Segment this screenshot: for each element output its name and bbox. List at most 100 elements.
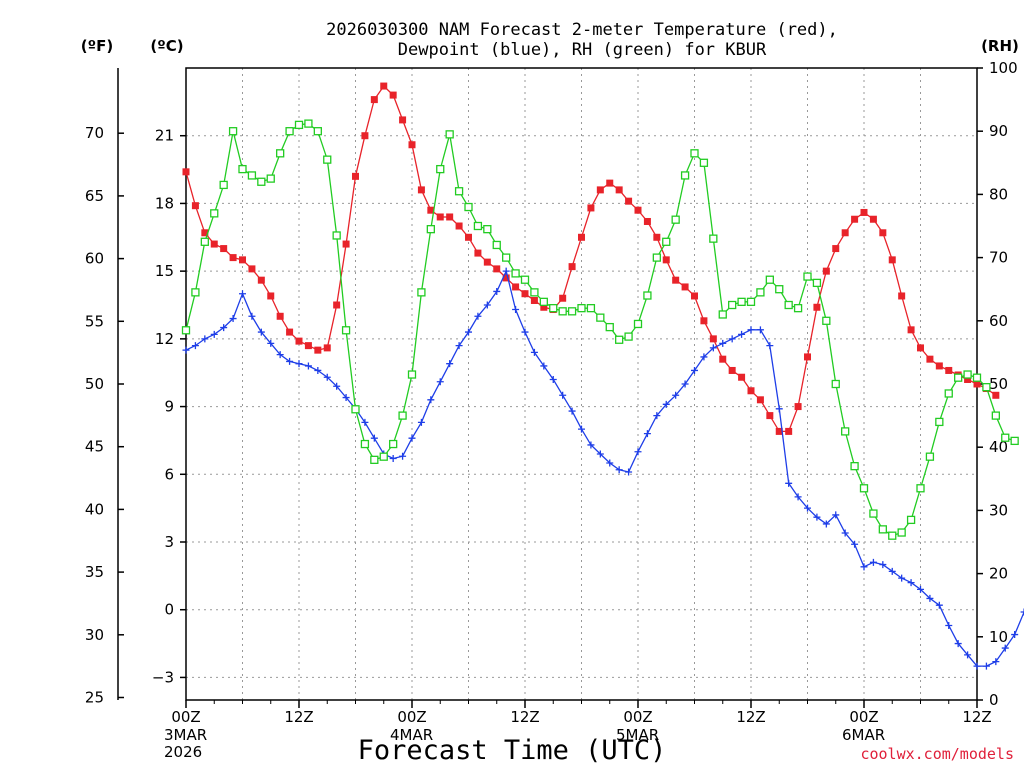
rh-point bbox=[567, 307, 577, 316]
celsius-tick-label: 15 bbox=[155, 262, 174, 280]
data-series bbox=[181, 82, 1024, 670]
dewpoint-point bbox=[1020, 608, 1024, 616]
celsius-tick-label: 12 bbox=[155, 330, 174, 348]
dewpoint-point bbox=[276, 351, 284, 359]
dewpoint-point bbox=[408, 434, 416, 442]
x-tick-label: 12Z bbox=[284, 708, 313, 726]
dewpoint-point bbox=[559, 391, 567, 399]
rh-point bbox=[615, 335, 624, 344]
temperature-point bbox=[945, 366, 953, 374]
rh-point bbox=[285, 127, 294, 136]
dewpoint-point bbox=[512, 306, 520, 314]
dewpoint-point bbox=[342, 394, 350, 402]
rh-point bbox=[304, 119, 313, 128]
rh-point bbox=[831, 379, 840, 389]
temperature-point bbox=[756, 396, 764, 404]
temperature-point bbox=[662, 256, 670, 264]
dewpoint-point bbox=[917, 585, 924, 593]
rh-point bbox=[850, 462, 859, 471]
rh-point bbox=[643, 291, 652, 300]
rh-point bbox=[276, 149, 285, 158]
dewpoint-point bbox=[606, 459, 614, 467]
dewpoint-point bbox=[681, 380, 689, 388]
dewpoint-point bbox=[549, 375, 557, 383]
plot-frame bbox=[185, 67, 978, 701]
temperature-point bbox=[596, 186, 604, 194]
rh-point bbox=[539, 297, 548, 306]
temperature-point bbox=[841, 229, 849, 237]
rh-point bbox=[520, 275, 530, 284]
dewpoint-point bbox=[455, 342, 463, 350]
dewpoint-point bbox=[643, 430, 651, 438]
rh-point bbox=[897, 528, 906, 537]
rh-tick-label: 30 bbox=[989, 501, 1008, 519]
celsius-tick-label: 21 bbox=[155, 127, 174, 145]
temperature-point bbox=[540, 303, 548, 311]
x-tick-label: 12Z bbox=[962, 708, 991, 726]
rh-point bbox=[549, 304, 558, 313]
rh-point bbox=[841, 427, 850, 436]
dewpoint-point bbox=[568, 407, 576, 415]
rh-point bbox=[982, 383, 991, 392]
temperature-point bbox=[709, 335, 717, 343]
rh-point bbox=[662, 237, 671, 246]
celsius-tick-label: 18 bbox=[155, 194, 174, 212]
temperature-point bbox=[389, 91, 397, 99]
dewpoint-point bbox=[483, 301, 491, 309]
temperature-point bbox=[860, 208, 868, 216]
rh-point bbox=[765, 275, 774, 284]
celsius-unit-label: (ºC) bbox=[150, 37, 183, 55]
rh-point bbox=[944, 389, 953, 398]
fahrenheit-tick-label: 30 bbox=[85, 626, 104, 644]
rh-point bbox=[1010, 436, 1019, 446]
temperature-point bbox=[352, 172, 359, 180]
rh-point bbox=[219, 180, 228, 190]
temperature-point bbox=[964, 375, 972, 383]
rh-tick-label: 40 bbox=[989, 438, 1008, 456]
rh-point bbox=[793, 304, 803, 313]
dewpoint-point bbox=[973, 662, 981, 670]
fahrenheit-unit-label: (ºF) bbox=[81, 37, 113, 55]
rh-unit-label: (RH) bbox=[981, 37, 1019, 55]
rh-point bbox=[633, 319, 643, 329]
temperature-point bbox=[804, 353, 811, 361]
dewpoint-point bbox=[926, 594, 934, 602]
rh-point bbox=[323, 155, 332, 164]
dewpoint-point bbox=[794, 493, 802, 501]
temperature-point bbox=[785, 427, 793, 435]
temperature-point bbox=[747, 387, 755, 395]
dewpoint-point bbox=[672, 391, 680, 399]
dewpoint-point bbox=[728, 335, 736, 343]
rh-point bbox=[502, 253, 511, 262]
x-date-label: 2026 bbox=[164, 743, 202, 761]
x-tick-label: 12Z bbox=[736, 708, 765, 726]
temperature-point bbox=[210, 240, 218, 248]
rh-point bbox=[822, 316, 831, 325]
rh-point bbox=[398, 411, 407, 420]
rh-point bbox=[709, 234, 718, 243]
temperature-point bbox=[935, 362, 943, 370]
dewpoint-point bbox=[691, 366, 698, 374]
dewpoint-point bbox=[502, 267, 510, 275]
temperature-point bbox=[832, 245, 840, 253]
x-date-label: 5MAR bbox=[616, 726, 659, 744]
rh-point bbox=[812, 278, 822, 288]
fahrenheit-tick-label: 65 bbox=[85, 187, 104, 205]
temperature-point bbox=[314, 346, 322, 354]
dewpoint-point bbox=[361, 418, 369, 426]
temperature-point bbox=[643, 217, 651, 225]
temperature-point bbox=[427, 206, 435, 214]
rh-point bbox=[925, 452, 935, 461]
dewpoint-point bbox=[314, 366, 322, 374]
rh-point bbox=[238, 164, 247, 174]
temperature-point bbox=[267, 292, 275, 300]
temperature-point bbox=[191, 202, 199, 210]
dewpoint-point bbox=[427, 396, 435, 404]
dewpoint-point bbox=[841, 529, 849, 537]
celsius-tick-label: 3 bbox=[164, 533, 174, 551]
temperature-point bbox=[229, 254, 237, 262]
temperature-point bbox=[220, 245, 228, 253]
dewpoint-point bbox=[615, 466, 623, 474]
temperature-point bbox=[888, 256, 896, 264]
